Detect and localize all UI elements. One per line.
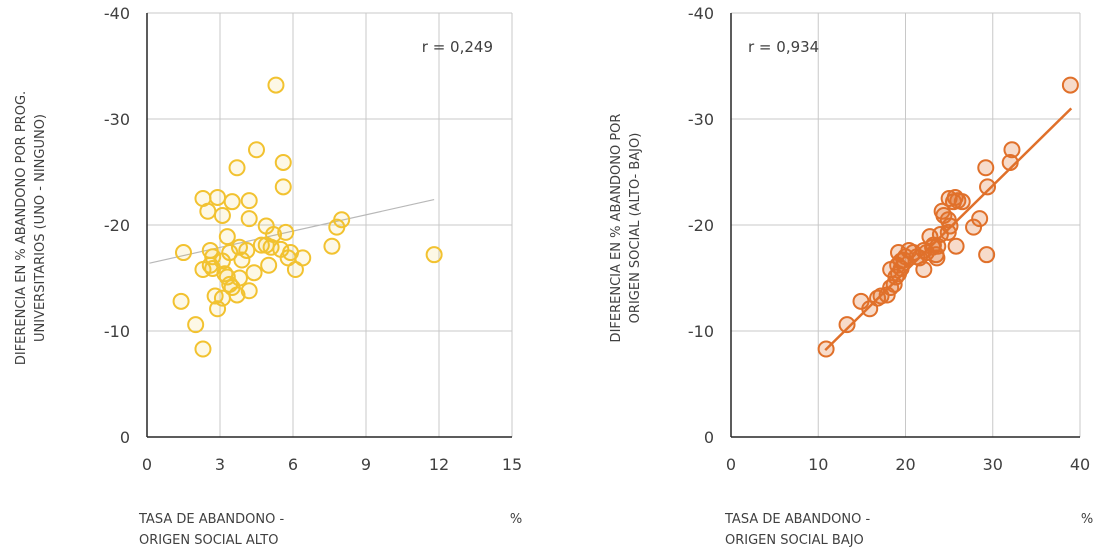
chart-right: DIFERENCIA EN % ABANDONO POR ORIGEN SOCI… <box>609 4 1093 548</box>
left-points-group <box>172 76 443 358</box>
right-trendline-group <box>824 107 1073 351</box>
left-trendline-group <box>149 198 435 264</box>
right-xtick-label: 40 <box>1070 455 1090 474</box>
left-ytick-label: -40 <box>104 4 130 23</box>
left-x-ticks: 0 3 6 9 12 15 <box>142 455 522 474</box>
left-xtick-label: 9 <box>361 455 371 474</box>
left-y-ticks: 0 -10 -20 -30 -40 <box>104 4 130 447</box>
right-y-ticks: 0 -10 -20 -30 -40 <box>688 4 714 447</box>
left-x-unit: % <box>510 512 522 527</box>
left-ylabel-line-1: DIFERENCIA EN % ABANDONO POR PROG. <box>14 91 29 365</box>
left-point-21 <box>221 244 239 262</box>
right-xtick-label: 20 <box>895 455 915 474</box>
right-point-45 <box>977 159 995 177</box>
right-ytick-label: 0 <box>704 428 714 447</box>
right-x-unit: % <box>1081 512 1093 527</box>
right-point-50 <box>1061 76 1079 94</box>
left-trendline <box>149 198 435 264</box>
left-point-22 <box>223 193 241 211</box>
right-point-46 <box>978 246 996 264</box>
left-xtick-label: 6 <box>288 455 298 474</box>
left-point-2 <box>187 316 205 334</box>
right-xlabel-line-1: TASA DE ABANDONO - <box>724 512 870 527</box>
right-xlabel-line-2: ORIGEN SOCIAL BAJO <box>725 533 864 548</box>
left-point-40 <box>267 76 285 94</box>
left-point-52 <box>333 211 351 229</box>
left-point-29 <box>238 241 256 259</box>
left-point-50 <box>323 237 341 255</box>
left-point-53 <box>425 246 443 264</box>
right-point-37 <box>941 217 959 235</box>
left-ytick-label: -30 <box>104 110 130 129</box>
right-xtick-label: 10 <box>808 455 828 474</box>
right-point-40 <box>947 237 965 255</box>
right-point-43 <box>965 218 983 236</box>
left-point-31 <box>240 210 258 228</box>
left-gridlines <box>147 12 513 437</box>
right-gridlines <box>731 12 1081 437</box>
left-point-30 <box>240 192 258 210</box>
left-xlabel-line-1: TASA DE ABANDONO - <box>138 512 284 527</box>
right-correlation-label: r = 0,934 <box>748 38 819 56</box>
left-point-28 <box>233 251 251 269</box>
left-xtick-label: 12 <box>429 455 449 474</box>
right-trendline <box>824 107 1073 351</box>
right-ytick-label: -30 <box>688 110 714 129</box>
left-xtick-label: 15 <box>502 455 522 474</box>
left-point-33 <box>245 264 263 282</box>
right-points-group <box>817 76 1079 358</box>
left-point-45 <box>277 223 295 241</box>
right-point-48 <box>1001 153 1019 171</box>
left-point-44 <box>274 178 292 196</box>
left-point-0 <box>172 292 190 310</box>
left-xtick-label: 0 <box>142 455 152 474</box>
right-ytick-label: -20 <box>688 216 714 235</box>
left-ytick-label: -20 <box>104 216 130 235</box>
left-point-34 <box>248 141 265 159</box>
left-point-6 <box>199 202 217 220</box>
right-xtick-label: 30 <box>983 455 1003 474</box>
right-x-ticks: 0 10 20 30 40 <box>726 455 1090 474</box>
right-axes <box>730 13 1080 438</box>
left-point-49 <box>294 249 312 267</box>
left-point-1 <box>175 244 192 262</box>
right-point-22 <box>915 261 933 279</box>
right-ylabel-line-2: ORIGEN SOCIAL (ALTO- BAJO) <box>628 133 643 324</box>
left-point-41 <box>265 226 283 244</box>
right-point-1 <box>838 316 856 334</box>
left-xtick-label: 3 <box>215 455 225 474</box>
left-ytick-label: -10 <box>104 322 130 341</box>
left-point-32 <box>240 282 258 300</box>
left-axes <box>146 13 512 438</box>
right-point-49 <box>1003 141 1021 159</box>
left-point-18 <box>218 228 236 246</box>
left-ytick-label: 0 <box>120 428 130 447</box>
left-point-43 <box>274 153 292 171</box>
right-point-44 <box>971 210 989 228</box>
left-point-24 <box>228 159 246 177</box>
left-correlation-label: r = 0,249 <box>422 38 493 56</box>
left-xlabel-line-2: ORIGEN SOCIAL ALTO <box>139 533 278 548</box>
right-ytick-label: -10 <box>688 322 714 341</box>
left-point-38 <box>260 256 278 274</box>
left-point-26 <box>230 269 248 287</box>
right-ylabel-line-1: DIFERENCIA EN % ABANDONO POR <box>609 114 624 343</box>
right-point-42 <box>953 193 971 211</box>
right-xtick-label: 0 <box>726 455 736 474</box>
chart-left: DIFERENCIA EN % ABANDONO POR PROG. UNIVE… <box>14 4 522 548</box>
left-point-3 <box>194 340 212 358</box>
right-point-47 <box>979 178 997 196</box>
left-point-16 <box>213 206 231 224</box>
right-ytick-label: -40 <box>688 4 714 23</box>
left-ylabel-line-2: UNIVERSITARIOS (UNO - NINGUNO) <box>33 114 48 342</box>
left-point-9 <box>204 248 222 266</box>
right-point-0 <box>817 340 835 358</box>
left-point-12 <box>209 188 227 206</box>
